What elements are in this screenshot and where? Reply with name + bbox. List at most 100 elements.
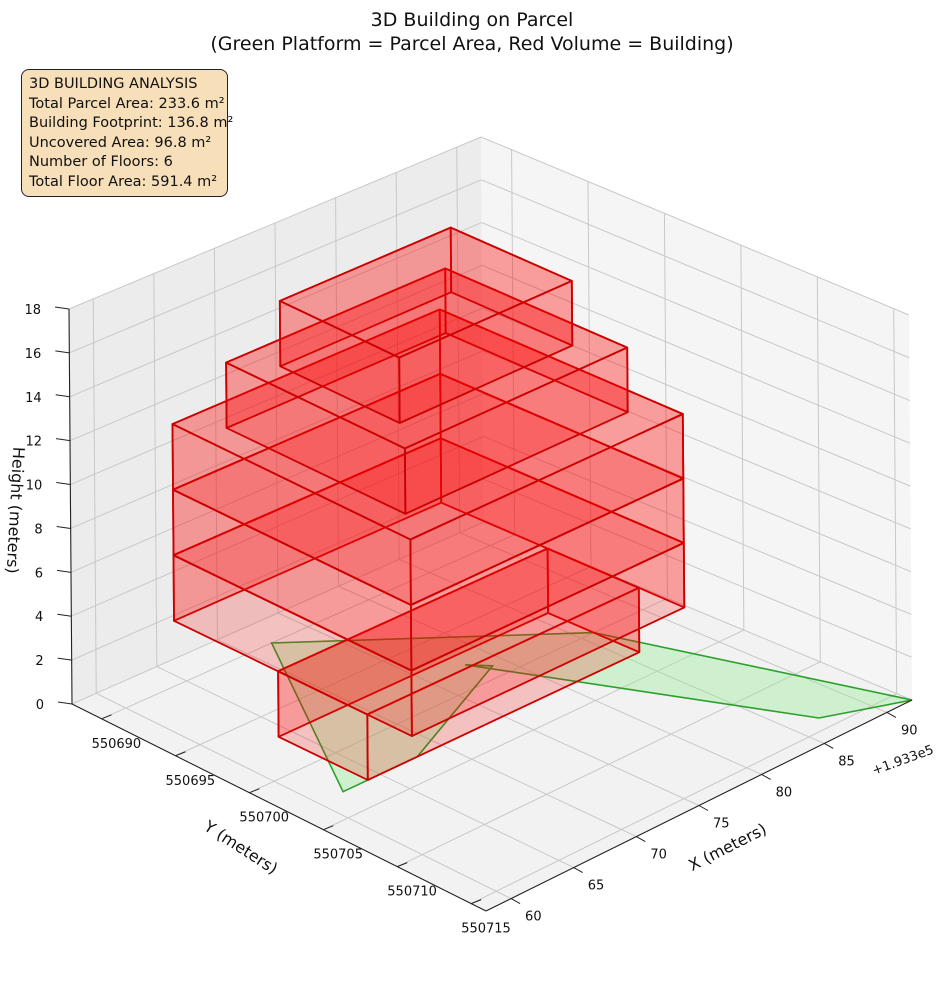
y-tick-mark (175, 751, 186, 757)
x-tick-label: 75 (713, 817, 730, 832)
z-tick-label: 2 (35, 654, 43, 669)
z-tick-label: 18 (24, 303, 41, 318)
x-grid-wall (92, 298, 97, 694)
z-grid-left (70, 393, 484, 573)
y-tick-mark (101, 714, 112, 720)
z-tick-mark (57, 613, 72, 617)
x-tick-mark (573, 867, 583, 873)
z-grid-left (71, 521, 485, 705)
y-grid-floor (175, 566, 592, 757)
z-grid-right (481, 222, 910, 402)
x-grid-wall (456, 147, 461, 533)
floor-3 (172, 372, 685, 672)
z-grid-right (481, 264, 911, 444)
x-grid-floor (338, 585, 762, 775)
z-grid-left (69, 264, 483, 442)
tick-labels: 6065707580859055069055069555070055070555… (24, 303, 917, 937)
z-grid-right (480, 136, 910, 316)
z-grid-left (71, 435, 484, 617)
z-tick-mark (55, 350, 70, 354)
x-tick-label: 85 (838, 754, 855, 769)
x-grid-wall (213, 248, 218, 640)
floor-pane (72, 522, 912, 911)
y-tick-label: 550690 (92, 737, 142, 752)
z-grid-left (70, 350, 483, 529)
x-grid-wall (153, 273, 158, 667)
info-floor-area: Total Floor Area: 591.4 m² (29, 173, 218, 190)
z-grid-right (483, 478, 912, 658)
x-grid-wall (274, 222, 279, 614)
z-tick-label: 12 (25, 435, 42, 450)
y-tick-label: 550705 (313, 848, 363, 863)
z-tick-label: 16 (25, 347, 42, 362)
x-grid-floor (156, 666, 574, 869)
z-tick-mark (57, 701, 73, 705)
floor-2 (172, 437, 686, 737)
info-footprint: Building Footprint: 136.8 m² (29, 115, 234, 132)
y-tick-label: 550700 (239, 811, 289, 826)
y-grid-floor (249, 597, 668, 794)
x-tick-label: 80 (776, 785, 793, 800)
x-grid-wall (335, 197, 340, 587)
y-grid-wall (816, 276, 821, 662)
floor-1 (277, 547, 641, 781)
y-grid-floor (397, 661, 821, 868)
z-grid-left (69, 179, 482, 354)
z-grid-left (70, 307, 483, 486)
parcel-platform (270, 631, 913, 793)
z-tick-label: 14 (25, 391, 42, 406)
y-tick-label: 550715 (461, 922, 511, 937)
z-tick-mark (57, 657, 72, 661)
x-tick-label: 90 (901, 723, 918, 738)
y-tick-mark (471, 899, 482, 905)
floor-6-face-4 (278, 226, 573, 359)
building-volume (171, 226, 686, 781)
z-tick-label: 4 (35, 610, 43, 625)
floor-6 (278, 226, 574, 424)
z-tick-mark (55, 438, 71, 442)
z-axis-label: Height (meters) (3, 446, 29, 574)
z-tick-mark (56, 569, 72, 573)
x-offset-label: +1.933e5 (870, 743, 936, 779)
z-tick-label: 0 (36, 698, 44, 713)
y-grid-wall (740, 245, 745, 631)
y-tick-mark (397, 862, 408, 868)
z-grid-right (483, 435, 912, 615)
x-grid-floor (217, 639, 637, 837)
x-tick-label: 70 (650, 848, 667, 863)
z-tick-mark (56, 525, 71, 529)
x-grid-floor (398, 559, 825, 744)
floor-5-face-4 (225, 267, 629, 450)
y-tick-label: 550710 (387, 885, 437, 900)
z-tick-label: 8 (34, 522, 42, 537)
x-tick-label: 65 (588, 879, 605, 894)
grid-lines (68, 136, 913, 905)
y-grid-wall (893, 308, 898, 694)
y-grid-floor (470, 693, 897, 905)
analysis-info-box: 3D BUILDING ANALYSIS Total Parcel Area: … (21, 69, 234, 197)
info-floors: Number of Floors: 6 (29, 154, 173, 171)
x-tick-mark (510, 898, 521, 905)
z-tick-mark (56, 482, 71, 486)
y-grid-floor (323, 629, 745, 831)
info-parcel-area: Total Parcel Area: 233.6 m² (29, 95, 225, 112)
x-grid-floor (96, 692, 512, 900)
x-tick-mark (824, 743, 834, 749)
info-heading: 3D BUILDING ANALYSIS (29, 76, 198, 92)
y-grid-floor (101, 534, 515, 720)
z-grid-left (69, 222, 482, 398)
x-grid-floor (277, 612, 700, 806)
floor-4 (171, 308, 685, 606)
y-tick-label: 550695 (166, 774, 216, 789)
z-axis-line (68, 308, 73, 705)
x-tick-mark (698, 805, 709, 811)
z-tick-label: 10 (26, 479, 43, 494)
z-tick-label: 6 (35, 566, 43, 581)
chart-title-line2: (Green Platform = Parcel Area, Red Volum… (210, 33, 733, 55)
z-grid-left (68, 136, 482, 310)
x-tick-label: 60 (525, 910, 542, 925)
y-tick-mark (249, 788, 260, 794)
y-axis-line (71, 703, 487, 912)
